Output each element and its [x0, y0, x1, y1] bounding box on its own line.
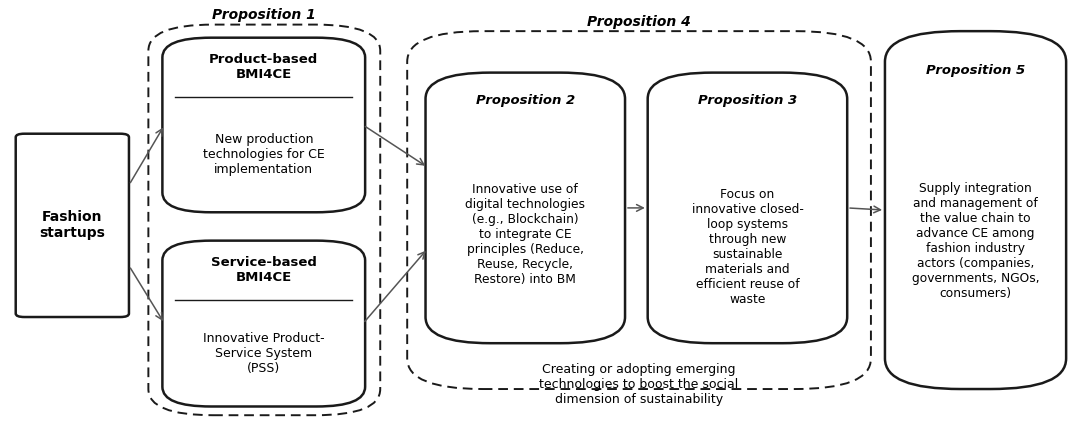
Text: Proposition 4: Proposition 4	[588, 15, 691, 29]
Text: Product-based
BMI4CE: Product-based BMI4CE	[209, 53, 319, 81]
Text: Proposition 2: Proposition 2	[476, 95, 575, 107]
Text: Focus on
innovative closed-
loop systems
through new
sustainable
materials and
e: Focus on innovative closed- loop systems…	[692, 188, 803, 306]
Text: Proposition 1: Proposition 1	[212, 8, 317, 23]
FancyBboxPatch shape	[885, 31, 1067, 389]
Text: Innovative Product-
Service System
(PSS): Innovative Product- Service System (PSS)	[203, 332, 324, 375]
FancyBboxPatch shape	[16, 134, 129, 317]
FancyBboxPatch shape	[647, 72, 848, 343]
Text: Fashion
startups: Fashion startups	[39, 210, 105, 240]
Text: Service-based
BMI4CE: Service-based BMI4CE	[210, 256, 317, 285]
FancyBboxPatch shape	[149, 25, 380, 415]
Text: Proposition 3: Proposition 3	[698, 95, 797, 107]
FancyBboxPatch shape	[163, 38, 365, 212]
FancyBboxPatch shape	[426, 72, 625, 343]
Text: New production
technologies for CE
implementation: New production technologies for CE imple…	[203, 133, 324, 176]
FancyBboxPatch shape	[408, 31, 870, 389]
FancyBboxPatch shape	[163, 240, 365, 407]
Text: Proposition 5: Proposition 5	[926, 64, 1025, 77]
Text: Creating or adopting emerging
technologies to boost the social
dimension of sust: Creating or adopting emerging technologi…	[540, 363, 738, 406]
Text: Innovative use of
digital technologies
(e.g., Blockchain)
to integrate CE
princi: Innovative use of digital technologies (…	[465, 183, 585, 286]
Text: Supply integration
and management of
the value chain to
advance CE among
fashion: Supply integration and management of the…	[912, 182, 1040, 300]
